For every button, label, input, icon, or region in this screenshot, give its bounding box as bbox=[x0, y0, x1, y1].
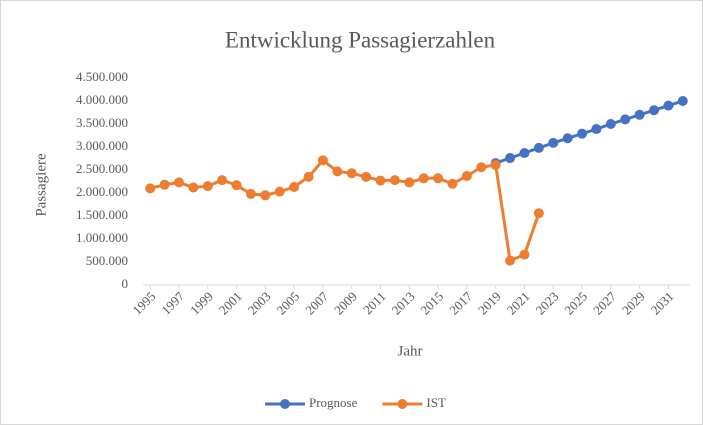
series-marker bbox=[245, 188, 256, 199]
y-tick-label: 1.000.000 bbox=[76, 230, 128, 245]
series-marker bbox=[433, 173, 444, 184]
y-axis-label: Passagiere bbox=[33, 153, 49, 217]
legend-marker bbox=[397, 399, 408, 409]
series-marker bbox=[677, 96, 688, 106]
series-marker bbox=[605, 119, 616, 129]
series-marker bbox=[519, 147, 530, 158]
series-marker bbox=[505, 255, 516, 266]
series-line bbox=[149, 158, 541, 263]
series-marker bbox=[533, 208, 544, 219]
series-marker bbox=[418, 173, 429, 184]
series-marker bbox=[188, 182, 199, 193]
series-marker bbox=[620, 114, 631, 125]
series-marker bbox=[231, 180, 242, 191]
series-marker bbox=[591, 124, 602, 135]
legend-label: IST bbox=[426, 395, 446, 410]
y-tick-label: 500.000 bbox=[86, 253, 128, 268]
y-tick-label: 1.500.000 bbox=[76, 207, 128, 222]
series-marker bbox=[577, 128, 588, 139]
series-marker bbox=[274, 186, 285, 197]
y-tick-label: 2.000.000 bbox=[76, 184, 128, 199]
series-marker bbox=[663, 100, 674, 111]
y-tick-label: 4.500.000 bbox=[76, 69, 128, 84]
series-marker bbox=[375, 175, 386, 186]
series-marker bbox=[533, 142, 544, 153]
y-tick-label: 2.500.000 bbox=[76, 161, 128, 176]
series-marker bbox=[649, 105, 660, 116]
y-tick-label: 3.500.000 bbox=[76, 115, 128, 130]
series-marker bbox=[562, 133, 573, 144]
legend-label: Prognose bbox=[309, 395, 358, 410]
series-marker bbox=[317, 155, 328, 166]
series-marker bbox=[159, 179, 170, 190]
series-marker bbox=[145, 183, 156, 194]
series-marker bbox=[389, 175, 400, 186]
series-marker bbox=[260, 190, 271, 201]
y-tick-label: 4.000.000 bbox=[76, 92, 128, 107]
series-marker bbox=[447, 178, 458, 189]
series-marker bbox=[461, 170, 472, 181]
series-marker bbox=[332, 166, 343, 177]
chart-title: Entwicklung Passagierzahlen bbox=[225, 27, 496, 52]
x-axis-label: Jahr bbox=[398, 343, 423, 359]
series-marker bbox=[519, 249, 530, 260]
series-marker bbox=[548, 137, 559, 148]
legend-marker bbox=[280, 399, 290, 409]
y-tick-label: 0 bbox=[122, 276, 129, 291]
series-marker bbox=[634, 109, 645, 120]
series-marker bbox=[303, 171, 314, 182]
series-marker bbox=[346, 168, 357, 179]
series-marker bbox=[361, 171, 372, 182]
series-marker bbox=[490, 159, 501, 170]
series-marker bbox=[217, 175, 228, 186]
series-marker bbox=[476, 162, 487, 173]
series-marker bbox=[173, 177, 184, 188]
y-tick-label: 3.000.000 bbox=[76, 138, 128, 153]
series-marker bbox=[404, 177, 415, 188]
series-marker bbox=[505, 153, 516, 164]
series-marker bbox=[289, 182, 300, 193]
series-marker bbox=[202, 181, 213, 192]
